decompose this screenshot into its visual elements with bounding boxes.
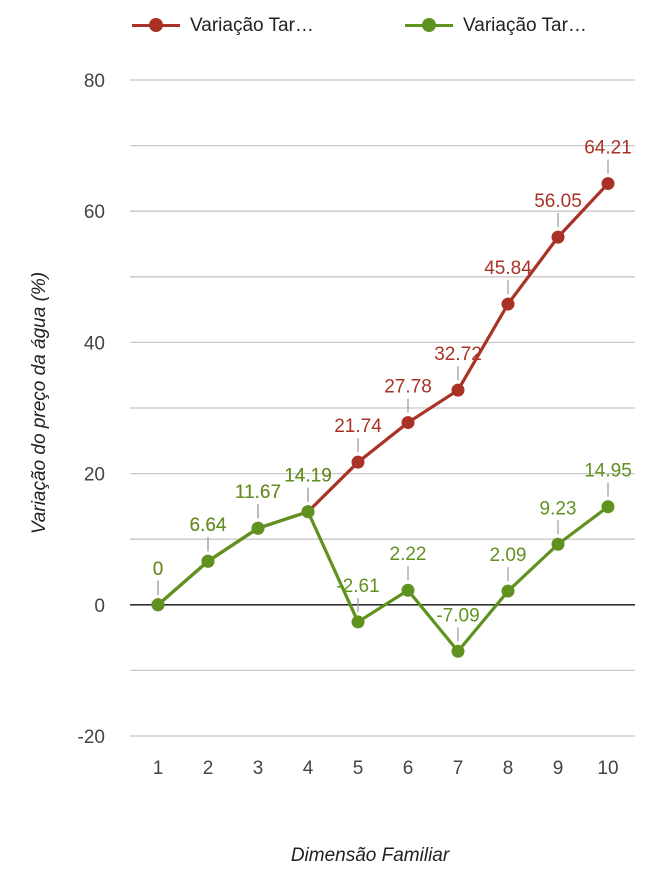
data-label-series-2: 2.09: [490, 545, 527, 566]
data-label-series-2: 14.19: [284, 466, 332, 487]
data-point-series-2: [501, 584, 515, 598]
y-tick-label: 0: [94, 596, 105, 617]
x-tick-label: 7: [453, 758, 464, 779]
data-label-series-2: 0: [153, 559, 164, 580]
data-point-series-2: [251, 521, 265, 535]
data-label-series-1: 45.84: [484, 258, 532, 279]
data-label-series-2: 11.67: [235, 482, 281, 503]
data-point-series-2: [151, 598, 165, 612]
x-tick-label: 10: [597, 758, 618, 779]
legend: Variação Tar… Variação Tar…: [0, 12, 645, 42]
legend-label-series-1: Variação Tar…: [190, 15, 314, 36]
legend-swatch-series-1: [132, 12, 180, 40]
data-point-series-2: [451, 644, 465, 658]
data-point-series-2: [351, 615, 365, 629]
x-tick-label: 4: [303, 758, 314, 779]
data-label-series-2: 6.64: [190, 515, 227, 536]
series-line-1: [156, 182, 610, 607]
legend-item-series-2[interactable]: Variação Tar…: [405, 12, 587, 40]
y-tick-labels: -20 0 20 40 60 80: [78, 71, 105, 748]
data-point-series-2: [401, 583, 415, 597]
data-label-series-1: 0: [153, 559, 164, 580]
x-tick-label: 2: [203, 758, 214, 779]
legend-label-series-2: Variação Tar…: [463, 15, 587, 36]
legend-item-series-1[interactable]: Variação Tar…: [132, 12, 314, 40]
data-point-series-1: [601, 177, 615, 191]
data-label-series-2: 14.95: [584, 461, 632, 482]
data-point-series-2: [201, 554, 215, 568]
y-tick-label: 80: [84, 71, 105, 92]
data-label-series-1: 11.67: [235, 482, 281, 503]
data-label-series-1: 64.21: [584, 138, 632, 159]
x-axis-label: Dimensão Familiar: [290, 845, 450, 866]
data-label-series-1: 56.05: [534, 191, 582, 212]
data-label-series-2: -2.61: [336, 576, 379, 597]
y-tick-label: 40: [84, 333, 105, 354]
data-point-series-1: [501, 297, 515, 311]
data-label-series-2: 2.22: [390, 544, 427, 565]
data-point-series-1: [401, 416, 415, 430]
x-tick-label: 3: [253, 758, 264, 779]
data-point-series-1: [551, 230, 565, 244]
x-tick-labels: 1 2 3 4 5 6 7 8 9 10: [153, 758, 619, 779]
x-tick-label: 9: [553, 758, 564, 779]
x-tick-label: 6: [403, 758, 414, 779]
data-label-series-2: 9.23: [540, 498, 577, 519]
x-tick-label: 1: [153, 758, 164, 779]
series-line-2: [156, 505, 609, 653]
data-label-series-1: 6.64: [190, 515, 227, 536]
data-point-series-2: [601, 500, 615, 514]
data-label-series-1: 21.74: [334, 416, 382, 437]
grid-lines: [130, 79, 635, 737]
data-point-series-1: [451, 383, 465, 397]
series-lines: [151, 177, 615, 658]
data-point-series-2: [551, 537, 565, 551]
data-label-series-1: 14.19: [284, 466, 332, 487]
y-tick-label: 20: [84, 465, 105, 486]
x-tick-label: 5: [353, 758, 364, 779]
data-point-series-2: [301, 505, 315, 519]
data-label-series-1: 32.72: [434, 344, 482, 365]
x-tick-label: 8: [503, 758, 514, 779]
y-tick-label: -20: [78, 727, 105, 748]
data-label-series-1: 27.78: [384, 377, 432, 398]
legend-swatch-series-2: [405, 12, 453, 40]
y-tick-label: 60: [84, 202, 105, 223]
data-label-series-2: -7.09: [436, 605, 479, 626]
data-point-series-1: [351, 455, 365, 469]
